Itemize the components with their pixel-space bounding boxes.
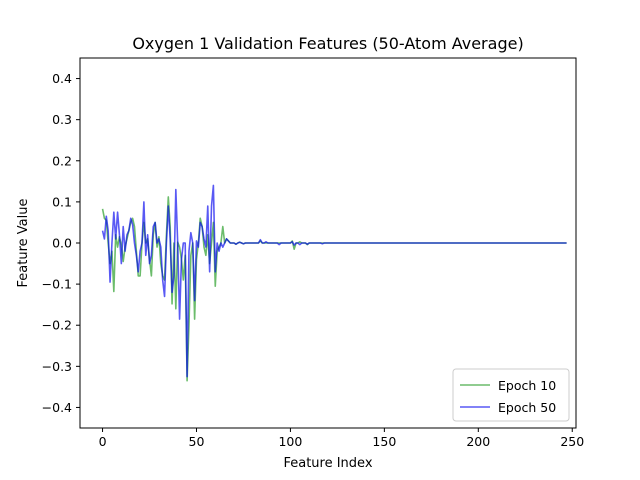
y-tick-label: 0.3 — [52, 112, 72, 127]
legend-label-epoch-50: Epoch 50 — [498, 400, 556, 415]
x-tick-label: 200 — [466, 434, 490, 449]
x-tick-label: 150 — [372, 434, 396, 449]
chart-title: Oxygen 1 Validation Features (50-Atom Av… — [132, 34, 523, 53]
y-axis-label: Feature Value — [16, 199, 31, 288]
y-tick-label: −0.1 — [42, 277, 72, 292]
y-tick-label: −0.3 — [42, 359, 72, 374]
x-tick-label: 0 — [99, 434, 107, 449]
legend-box — [452, 368, 570, 422]
x-axis-label: Feature Index — [283, 456, 372, 471]
y-tick-label: 0.0 — [52, 236, 72, 251]
legend-label-epoch-10: Epoch 10 — [498, 378, 556, 393]
y-tick-label: 0.4 — [52, 71, 72, 86]
x-tick-label: 250 — [560, 434, 584, 449]
legend: Epoch 10 Epoch 50 — [452, 368, 570, 422]
x-tick-label: 100 — [278, 434, 302, 449]
series-layer — [101, 184, 567, 382]
y-axis-ticks: −0.4 −0.3 −0.2 −0.1 0.0 0.1 0.2 0.3 0.4 — [42, 71, 80, 415]
y-tick-label: −0.2 — [42, 318, 72, 333]
x-tick-label: 50 — [189, 434, 205, 449]
y-tick-label: 0.1 — [52, 194, 72, 209]
series-line-epoch-50 — [101, 184, 567, 378]
x-axis-ticks: 0 50 100 150 200 250 — [99, 428, 584, 449]
plot-area: 0 50 100 150 200 250 −0.4 −0.3 −0.2 −0.1 0.0 0.1 0.… — [42, 57, 584, 449]
y-tick-label: 0.2 — [52, 153, 72, 168]
y-tick-label: −0.4 — [42, 400, 72, 415]
